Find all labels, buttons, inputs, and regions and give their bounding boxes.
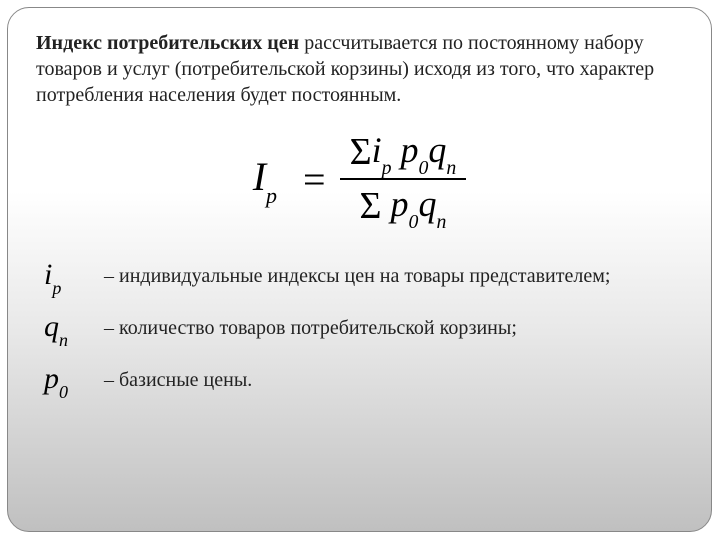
num-i: i: [372, 130, 382, 170]
def-sym-base: q: [44, 310, 59, 343]
def-text: – базисные цены.: [104, 364, 252, 394]
numerator: Σip p0qn: [340, 126, 467, 178]
def-symbol: ip: [44, 260, 104, 294]
num-p: p: [401, 130, 419, 170]
slide-card: Индекс потребительских цен рассчитываетс…: [7, 7, 712, 532]
def-text: – количество товаров потребительской кор…: [104, 312, 517, 342]
def-text: – индивидуальные индексы цен на товары п…: [104, 260, 610, 290]
den-q: q: [418, 184, 436, 224]
sigma-num: Σ: [350, 131, 372, 173]
num-i-sub: p: [382, 157, 392, 179]
def-sym-base: p: [44, 362, 59, 395]
def-sym-sub: n: [59, 330, 68, 350]
intro-bold: Индекс потребительских цен: [36, 32, 299, 54]
equals-sign: =: [303, 156, 326, 203]
def-sym-sub: p: [52, 278, 61, 298]
formula-lhs: Ip: [253, 153, 277, 205]
def-symbol: p0: [44, 364, 104, 398]
lhs-sub: p: [266, 183, 277, 208]
def-sym-sub: 0: [59, 382, 68, 402]
definitions-list: ip – индивидуальные индексы цен на товар…: [36, 260, 683, 398]
def-symbol: qn: [44, 312, 104, 346]
lhs-base: I: [253, 154, 266, 199]
definition-row: ip – индивидуальные индексы цен на товар…: [44, 260, 683, 294]
num-q: q: [428, 130, 446, 170]
den-p-sub: 0: [409, 211, 419, 233]
den-p: p: [391, 184, 409, 224]
main-formula: Ip = Σip p0qn Σ p0qn: [36, 126, 683, 232]
definition-row: qn – количество товаров потребительской …: [44, 312, 683, 346]
equation: Ip = Σip p0qn Σ p0qn: [253, 126, 467, 232]
num-q-sub: n: [446, 157, 456, 179]
intro-paragraph: Индекс потребительских цен рассчитываетс…: [36, 30, 683, 108]
sigma-den: Σ: [360, 185, 382, 227]
fraction: Σip p0qn Σ p0qn: [340, 126, 467, 232]
num-p-sub: 0: [419, 157, 429, 179]
denominator: Σ p0qn: [350, 180, 457, 232]
definition-row: p0 – базисные цены.: [44, 364, 683, 398]
den-q-sub: n: [436, 211, 446, 233]
